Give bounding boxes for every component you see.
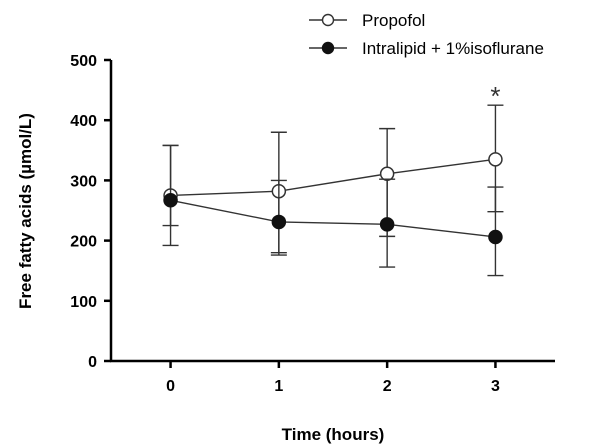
data-point (379, 217, 395, 232)
x-tick-label: 3 (491, 378, 500, 395)
y-ticks: 0 100 200 300 400 500 (70, 53, 111, 371)
y-tick-label: 0 (88, 354, 97, 371)
y-tick-label: 100 (70, 294, 97, 311)
data-point (379, 166, 395, 182)
y-axis-title: Free fatty acids (µmol/L) (16, 113, 35, 309)
series-intralipid (162, 144, 504, 277)
legend-marker-intralipid (321, 41, 335, 55)
series-propofol (162, 104, 504, 254)
y-tick-label: 300 (70, 173, 97, 190)
x-tick-label: 0 (166, 378, 175, 395)
x-tick-label: 2 (383, 378, 392, 395)
annotations: * (490, 81, 500, 111)
series-line (170, 199, 496, 238)
legend: Propofol Intralipid + 1%isoflurane (309, 11, 544, 58)
legend-marker-propofol (321, 13, 335, 27)
y-tick-label: 200 (70, 234, 97, 251)
plot-area (162, 104, 504, 277)
legend-label-propofol: Propofol (362, 11, 425, 30)
data-point (271, 214, 287, 230)
series-line (170, 158, 496, 197)
data-point (163, 193, 178, 208)
x-ticks: 0 1 2 3 (166, 361, 500, 395)
y-tick-label: 400 (70, 113, 97, 130)
legend-item-intralipid: Intralipid + 1%isoflurane (309, 39, 544, 58)
y-tick-label: 500 (70, 53, 97, 70)
significance-asterisk: * (490, 81, 500, 111)
x-axis-title: Time (hours) (282, 425, 385, 444)
x-tick-label: 1 (274, 378, 283, 395)
data-point (488, 229, 503, 245)
legend-item-propofol: Propofol (309, 11, 425, 30)
legend-label-intralipid: Intralipid + 1%isoflurane (362, 39, 544, 58)
axes (109, 60, 555, 363)
data-point (488, 152, 503, 167)
